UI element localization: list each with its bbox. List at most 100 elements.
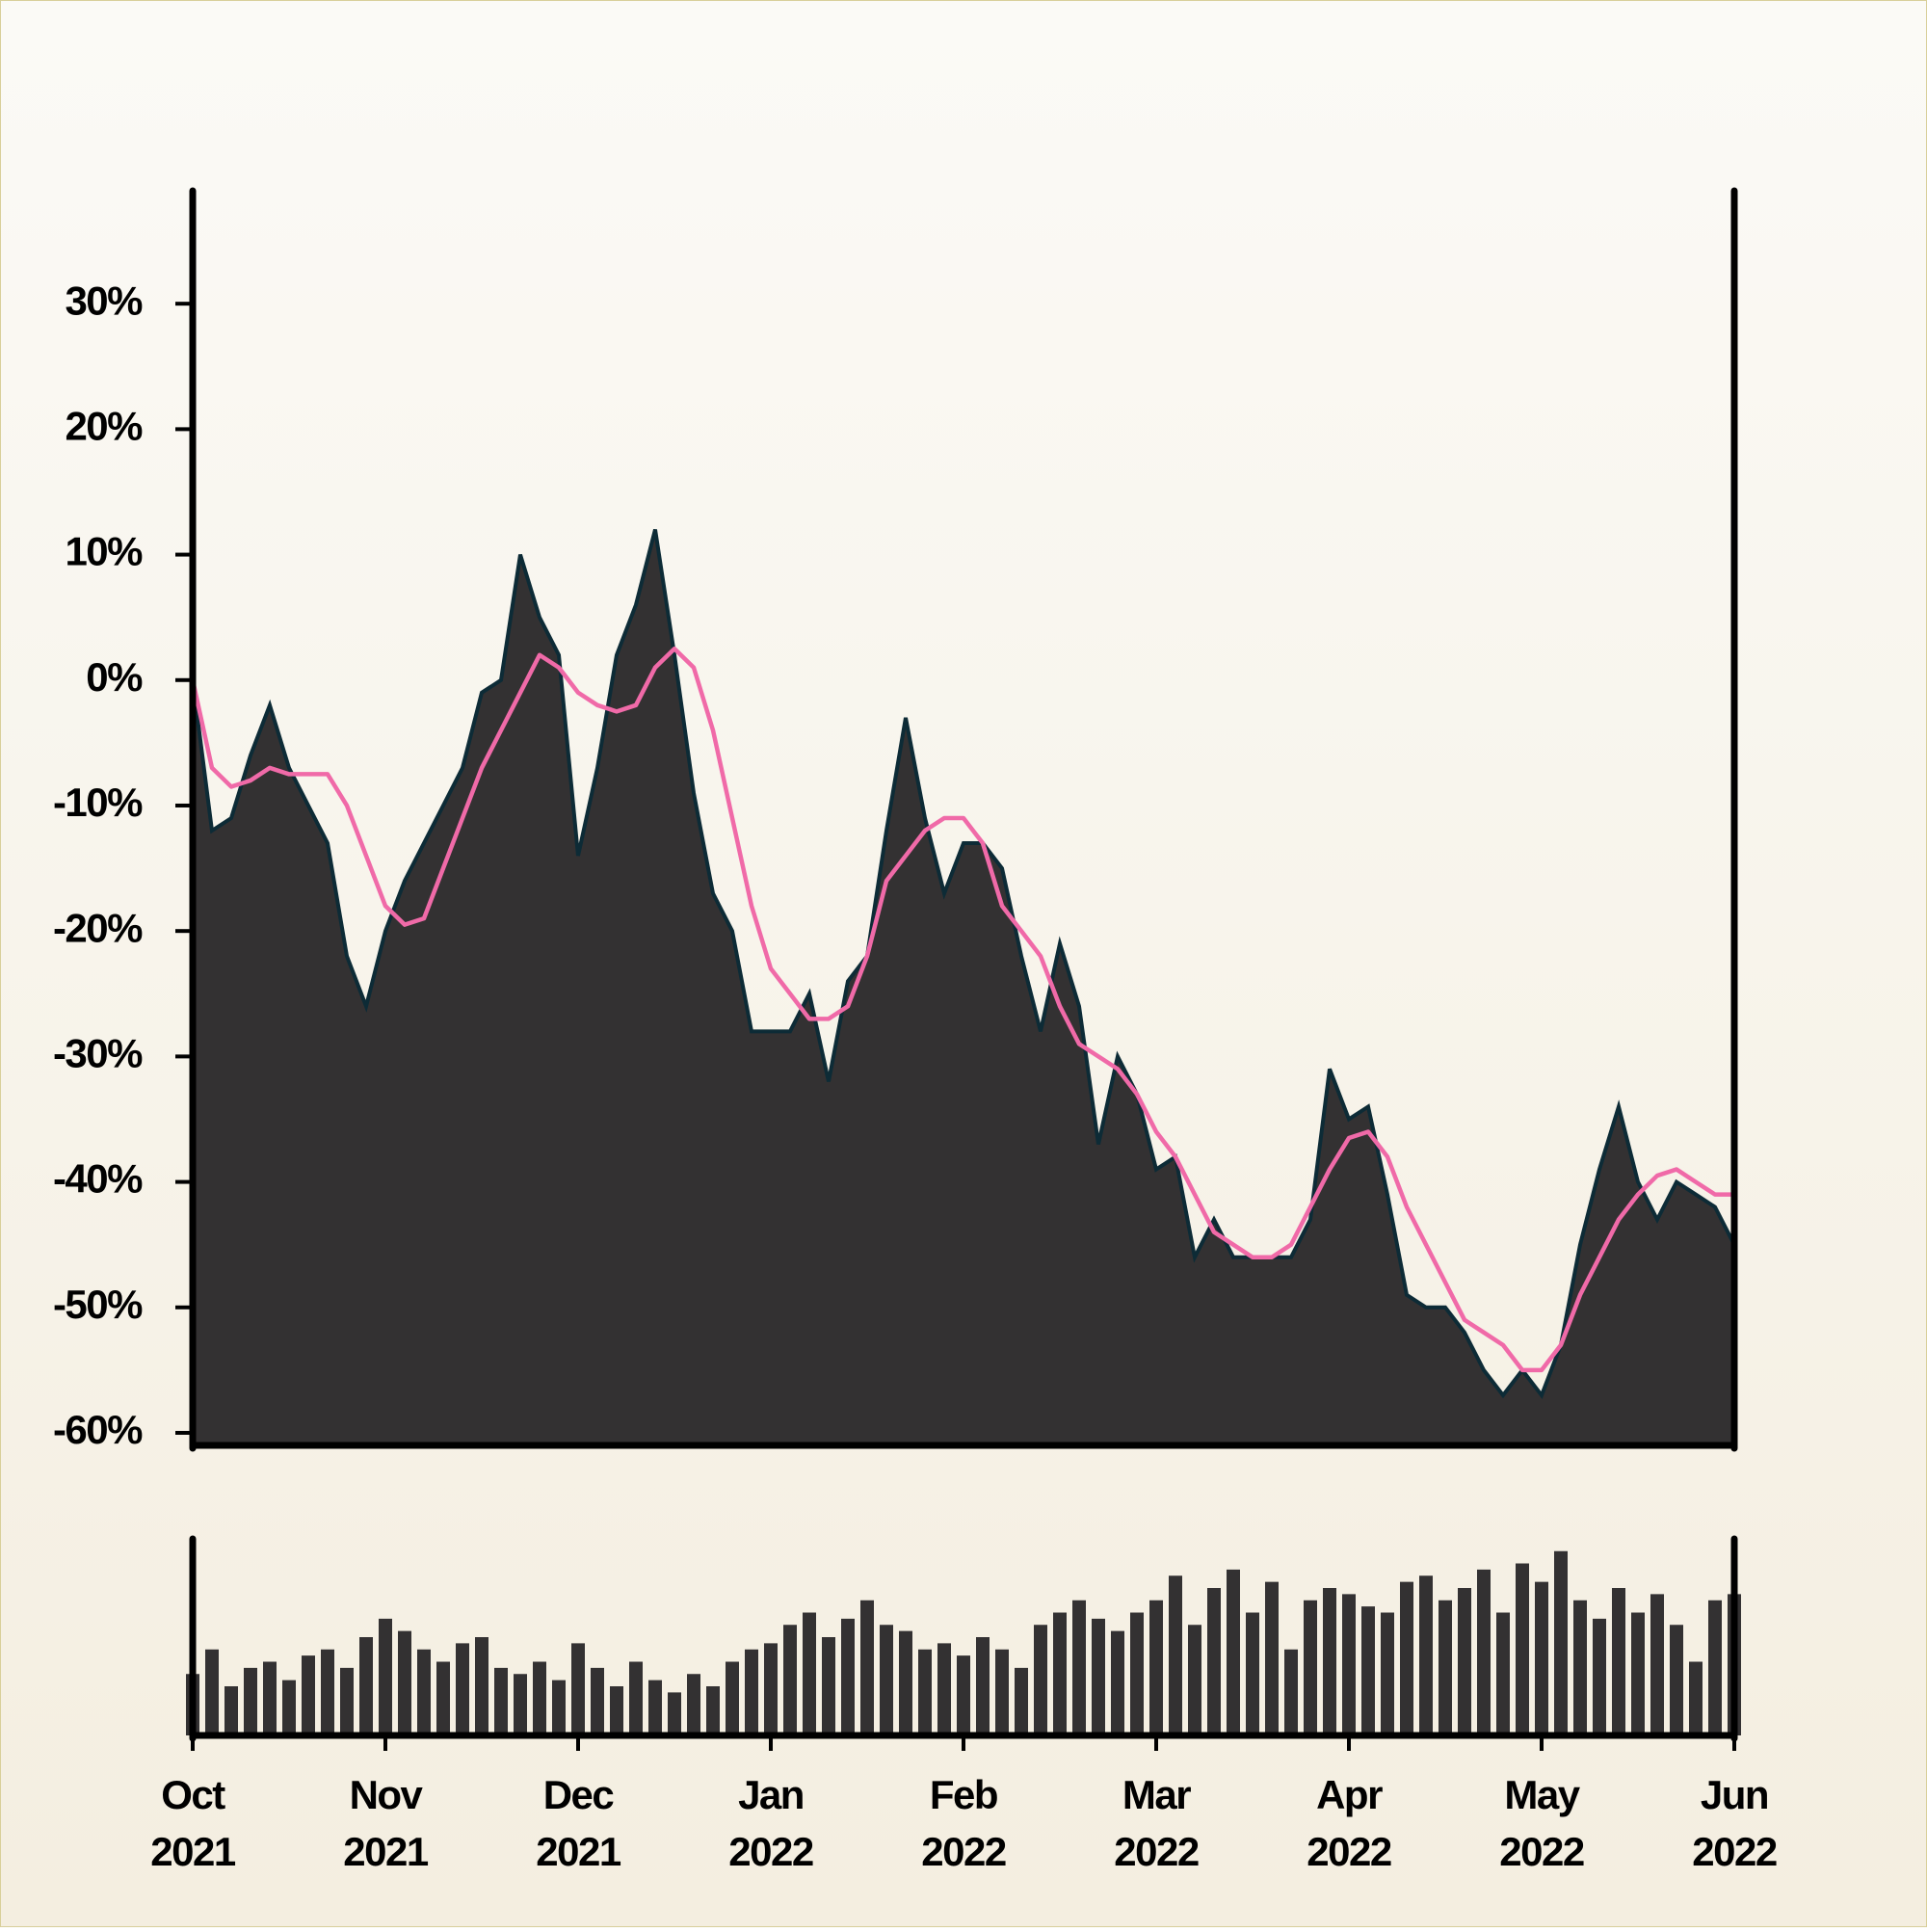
volume-bar [783, 1625, 797, 1735]
volume-bar [205, 1649, 219, 1735]
volume-bar [1612, 1588, 1625, 1735]
volume-bar [456, 1643, 469, 1735]
volume-bar [1149, 1600, 1163, 1735]
volume-bar [514, 1674, 527, 1735]
volume-bar [610, 1686, 623, 1735]
y-tick-label: -10% [53, 780, 143, 825]
volume-bar [1361, 1606, 1375, 1735]
volume-bar [1477, 1569, 1491, 1735]
y-tick-label: -20% [53, 905, 143, 950]
volume-bar [1419, 1575, 1433, 1735]
volume-bar [726, 1661, 739, 1735]
volume-bar [1265, 1581, 1279, 1735]
volume-bar [1631, 1612, 1645, 1735]
volume-bar [263, 1661, 277, 1735]
x-tick-label: Feb 2022 [921, 1772, 1006, 1874]
volume-bar [1092, 1618, 1105, 1735]
volume-bar [803, 1612, 816, 1735]
x-tick-label: Mar 2022 [1114, 1772, 1199, 1874]
volume-bar [1227, 1569, 1240, 1735]
y-tick-label: -30% [53, 1030, 143, 1075]
x-tick-label: Jun 2022 [1692, 1772, 1777, 1874]
volume-bar [1072, 1600, 1086, 1735]
volume-bar [880, 1625, 893, 1735]
moving-average-line [190, 646, 1734, 1373]
volume-bar [687, 1674, 700, 1735]
volume-bar [398, 1630, 411, 1735]
y-tick-label: 30% [65, 278, 143, 323]
volume-bar [1689, 1661, 1703, 1735]
volume-bar [494, 1667, 508, 1735]
volume-bar [899, 1630, 912, 1735]
volume-bar [648, 1680, 662, 1735]
volume-bar [1381, 1612, 1394, 1735]
volume-bar [745, 1649, 758, 1735]
x-tick-label: Oct 2021 [150, 1772, 236, 1874]
volume-bar [957, 1655, 970, 1735]
x-tick-label: Nov 2021 [343, 1772, 429, 1874]
volume-bar [359, 1637, 373, 1735]
y-tick-label: 10% [65, 529, 143, 574]
volume-bar [1670, 1625, 1683, 1735]
volume-bar [244, 1667, 257, 1735]
y-tick-label: -60% [53, 1407, 143, 1452]
area [191, 529, 1736, 1447]
volume-bar [1015, 1667, 1028, 1735]
volume-bar [822, 1637, 835, 1735]
volume-bar [1284, 1649, 1298, 1735]
volume-bar [976, 1637, 990, 1735]
volume-bar [1650, 1594, 1664, 1735]
x-tick-label: Dec 2021 [536, 1772, 621, 1874]
volume-bar [1323, 1588, 1336, 1735]
volume-bar [302, 1655, 315, 1735]
volume-bar [1169, 1575, 1182, 1735]
x-tick-label: Jan 2022 [728, 1772, 813, 1874]
y-tick-label: -50% [53, 1282, 143, 1327]
volume-bar [1207, 1588, 1221, 1735]
volume-bar [841, 1618, 855, 1735]
volume-bar [1034, 1625, 1047, 1735]
volume-bar [1573, 1600, 1587, 1735]
volume-bar [1304, 1600, 1317, 1735]
volume-bar [571, 1643, 585, 1735]
volume-bar [1342, 1594, 1356, 1735]
volume-bar [282, 1680, 296, 1735]
volume-bar [706, 1686, 720, 1735]
volume-bar [1130, 1612, 1144, 1735]
volume-bar [1535, 1581, 1548, 1735]
volume-bar [379, 1618, 392, 1735]
volume-bar [591, 1667, 604, 1735]
volume-bar [224, 1686, 238, 1735]
volume-bar [937, 1643, 951, 1735]
volume-bar [668, 1692, 681, 1735]
y-tick-label: 0% [86, 654, 143, 700]
volume-bar [1554, 1550, 1568, 1735]
volume-bar [1400, 1581, 1413, 1735]
volume-bar [1516, 1563, 1529, 1735]
volume-bar [1496, 1612, 1510, 1735]
volume-bar [552, 1680, 566, 1735]
volume-bar [1053, 1612, 1067, 1735]
volume-bar [340, 1667, 354, 1735]
volume-bar [1111, 1630, 1124, 1735]
volume-bar [475, 1637, 488, 1735]
volume-bar [417, 1649, 431, 1735]
volume-bar [995, 1649, 1009, 1735]
volume-bar [1458, 1588, 1471, 1735]
volume-bar [321, 1649, 334, 1735]
volume-bar [629, 1661, 643, 1735]
volume-bar [1246, 1612, 1259, 1735]
x-tick-label: May 2022 [1499, 1772, 1584, 1874]
volume-bar [1593, 1618, 1606, 1735]
y-tick-label: -40% [53, 1156, 143, 1202]
volume-bar [1439, 1600, 1452, 1735]
volume-bar [764, 1643, 778, 1735]
volume-bar [1708, 1600, 1722, 1735]
volume-bar [1188, 1625, 1201, 1735]
volume-bar [860, 1600, 874, 1735]
y-tick-label: 20% [65, 403, 143, 448]
volume-bar [918, 1649, 932, 1735]
volume-bar [533, 1661, 546, 1735]
